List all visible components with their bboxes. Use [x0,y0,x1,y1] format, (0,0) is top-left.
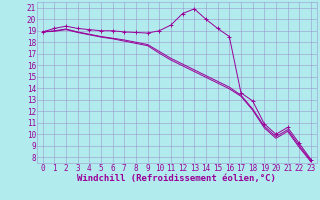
X-axis label: Windchill (Refroidissement éolien,°C): Windchill (Refroidissement éolien,°C) [77,174,276,183]
